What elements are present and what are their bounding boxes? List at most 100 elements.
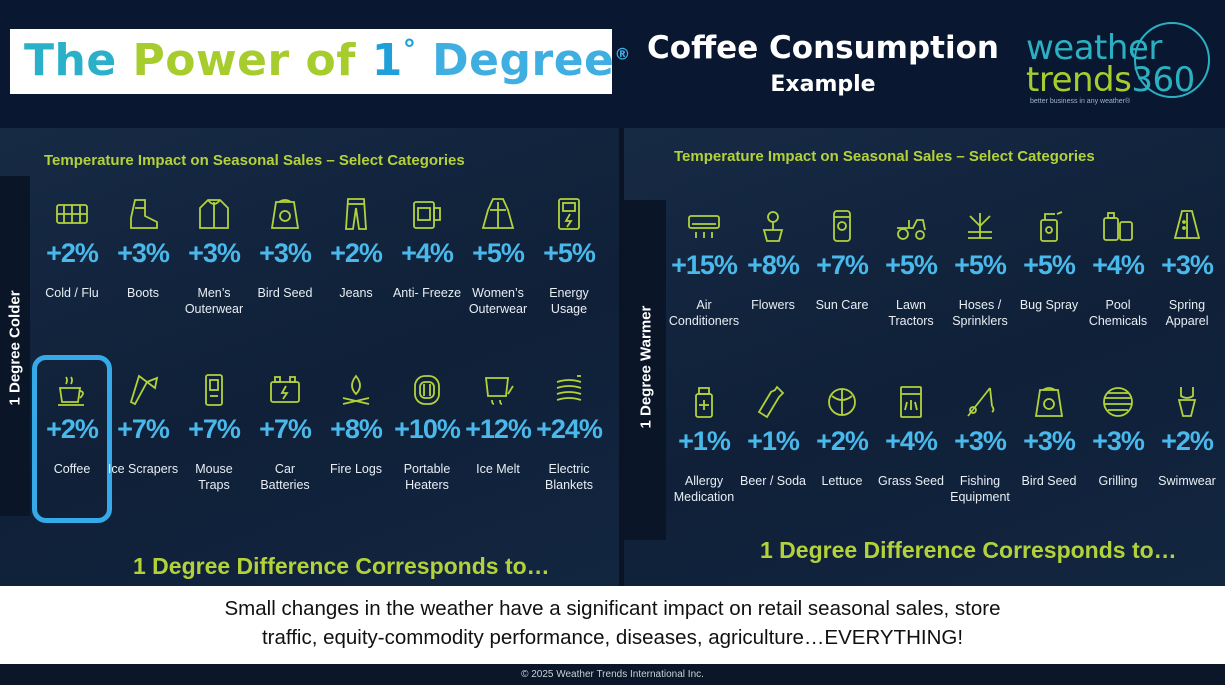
colder-side-bar xyxy=(0,176,30,516)
colder-pct: +3% xyxy=(188,238,241,268)
warmer-panel xyxy=(624,128,1225,586)
lawn-tractor-icon xyxy=(897,219,926,240)
colder-pct: +2% xyxy=(46,238,99,268)
summary-text: Small changes in the weather have a sign… xyxy=(160,594,1065,652)
colder-pct: +2% xyxy=(330,238,383,268)
colder-label: Ice Melt xyxy=(476,462,520,476)
colder-item: +12% Ice Melt xyxy=(462,372,534,477)
colder-label: Electric Blankets xyxy=(545,462,593,492)
jacket-icon xyxy=(199,199,229,229)
colder-pct: +8% xyxy=(330,414,383,444)
warmer-label: Swimwear xyxy=(1158,474,1216,488)
raincoat-icon xyxy=(1173,210,1201,239)
car-battery-icon xyxy=(270,376,300,403)
warmer-pct: +3% xyxy=(1161,250,1214,280)
warmer-side-bar xyxy=(624,200,666,540)
colder-item: +24% Electric Blankets xyxy=(533,372,605,493)
colder-pct: +5% xyxy=(543,238,596,268)
title-power: Power xyxy=(132,35,306,86)
grass-seed-icon xyxy=(900,386,922,418)
colder-label: Boots xyxy=(127,286,159,300)
warmer-label: Beer / Soda xyxy=(739,474,806,488)
heater-icon xyxy=(414,375,440,405)
warmer-pct: +3% xyxy=(954,426,1007,456)
warmer-item: +4% Pool Chemicals xyxy=(1082,208,1154,329)
warmer-pct: +2% xyxy=(816,426,869,456)
warmer-label: Sun Care xyxy=(815,298,869,312)
title-of: of xyxy=(305,35,372,86)
coffee-cup-icon xyxy=(58,376,84,406)
warmer-label: Grilling xyxy=(1098,474,1138,488)
ice-scraper-icon xyxy=(129,374,159,406)
warmer-item: +3% Grilling xyxy=(1082,384,1154,489)
warmer-item: +8% Flowers xyxy=(737,208,809,313)
warmer-item: +7% Sun Care xyxy=(806,208,878,313)
warmer-label: Air Conditioners xyxy=(668,298,740,328)
weathertrends360-logo: weather trends360 better business in any… xyxy=(1022,22,1212,112)
main-title: The Power of 1° Degree® xyxy=(24,35,631,86)
colder-pct: +24% xyxy=(536,414,603,444)
warmer-pct: +15% xyxy=(671,250,738,280)
colder-side-label: 1 Degree Colder xyxy=(6,290,24,406)
title-degree-symbol: ° xyxy=(402,35,417,65)
coffee-highlight-box xyxy=(32,355,112,523)
warmer-heading: Temperature Impact on Seasonal Sales – S… xyxy=(674,148,1095,165)
title-box: The Power of 1° Degree® xyxy=(10,29,630,94)
colder-item: +4% Anti- Freeze xyxy=(391,196,463,301)
colder-label: Coffee xyxy=(53,462,91,476)
warmer-pct: +4% xyxy=(1092,250,1145,280)
warmer-label: Hoses / Sprinklers xyxy=(952,298,1008,328)
warmer-label: Bug Spray xyxy=(1019,298,1079,312)
warmer-item: +1% Beer / Soda xyxy=(737,384,809,489)
sprinkler-icon xyxy=(968,213,992,239)
logo-360: 360 xyxy=(1131,60,1195,100)
warmer-item: +1% Allergy Medication xyxy=(668,384,740,505)
warmer-label: Lawn Tractors xyxy=(888,298,934,328)
logo-trends-text: trends360 xyxy=(1026,60,1195,100)
pool-chemicals-icon xyxy=(1103,212,1133,241)
colder-label: Cold / Flu xyxy=(45,286,99,300)
colder-heading: Temperature Impact on Seasonal Sales – S… xyxy=(44,152,465,169)
warmer-pct: +7% xyxy=(816,250,869,280)
colder-item: +2% Jeans xyxy=(320,196,392,301)
summary-line-1: Small changes in the weather have a sign… xyxy=(224,597,1001,620)
colder-label: Portable Heaters xyxy=(403,462,451,492)
warmer-pct: +5% xyxy=(1023,250,1076,280)
colder-item: +7% Ice Scrapers xyxy=(107,372,179,477)
colder-item: +3% Bird Seed xyxy=(249,196,321,301)
colder-item: +5% Energy Usage xyxy=(533,196,605,317)
summary-panel: Small changes in the weather have a sign… xyxy=(0,586,1225,664)
warmer-item: +5% Bug Spray xyxy=(1013,208,1085,313)
logo-tagline: better business in any weather® xyxy=(1030,98,1131,105)
warmer-label: Grass Seed xyxy=(877,474,944,488)
flower-pot-icon xyxy=(762,211,784,242)
warmer-item: +2% Swimwear xyxy=(1151,384,1223,489)
mouse-trap-icon xyxy=(205,374,223,406)
warmer-item: +3% Bird Seed xyxy=(1013,384,1085,489)
warmer-footer-text: 1 Degree Difference Corresponds to… xyxy=(760,537,1177,563)
logo-ring xyxy=(1134,22,1210,98)
registered-mark: ® xyxy=(614,44,631,64)
logo-trends: trends xyxy=(1026,60,1132,100)
fishing-rod-icon xyxy=(967,387,995,417)
seed-bag-icon xyxy=(1034,387,1064,417)
colder-item: +7% Car Batteries xyxy=(249,372,321,493)
warmer-label: Lettuce xyxy=(821,474,863,488)
coat-icon xyxy=(481,198,515,229)
warmer-label: Bird Seed xyxy=(1021,474,1077,488)
seed-bag-icon xyxy=(270,199,300,229)
colder-label: Energy Usage xyxy=(549,286,589,316)
antifreeze-icon xyxy=(413,201,441,229)
colder-item: +5% Women’s Outerwear xyxy=(462,196,534,317)
colder-pct: +10% xyxy=(394,414,461,444)
colder-label: Bird Seed xyxy=(257,286,313,300)
copyright: © 2025 Weather Trends International Inc. xyxy=(0,664,1225,685)
warmer-label: Fishing Equipment xyxy=(950,474,1010,504)
warmer-pct: +4% xyxy=(885,426,938,456)
coffee-consumption-title: Coffee Consumption xyxy=(647,30,999,66)
colder-pct: +7% xyxy=(117,414,170,444)
colder-item: +10% Portable Heaters xyxy=(391,372,463,493)
title-degree: Degree xyxy=(432,35,615,86)
colder-item: +2% Coffee xyxy=(36,372,108,477)
jeans-icon xyxy=(345,198,367,230)
